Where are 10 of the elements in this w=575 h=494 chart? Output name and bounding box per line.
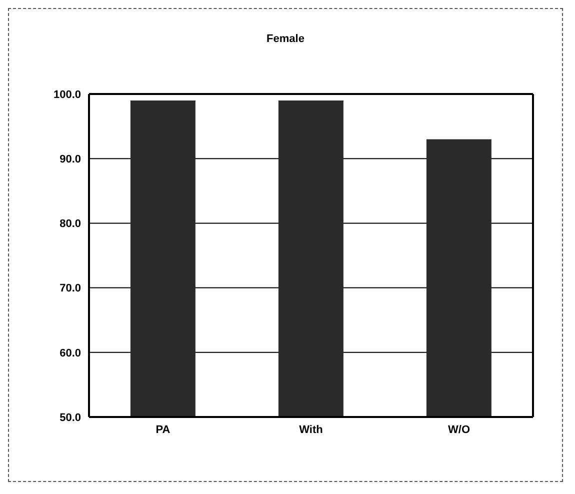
x-tick-label: PA [156, 424, 170, 436]
y-tick-label: 60.0 [60, 347, 81, 360]
y-tick-label: 80.0 [60, 218, 81, 230]
x-tick-label: W/O [448, 424, 470, 436]
y-tick-label: 70.0 [60, 282, 81, 295]
x-tick-label: With [299, 424, 324, 436]
y-tick-label: 90.0 [60, 154, 81, 166]
y-tick-label: 50.0 [60, 412, 81, 424]
y-tick-label: 100.0 [53, 88, 81, 101]
chart-title: Female [266, 33, 306, 45]
